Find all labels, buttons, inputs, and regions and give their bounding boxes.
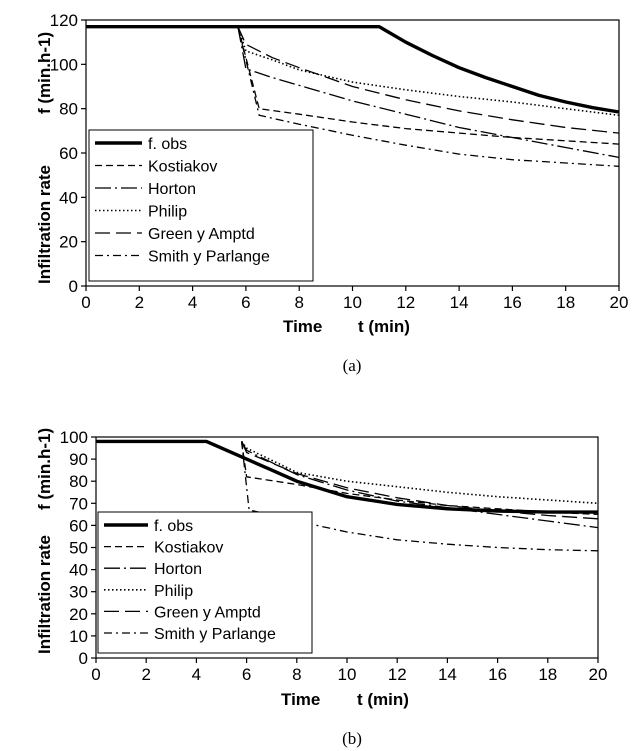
series-line-kostiakov: [237, 26, 620, 145]
chart-panel-a: 0 20 40 60 80 100 120 0 2 4 6 8 10 12 14 16 18 20 Time t…: [35, 11, 628, 375]
x-tick-label: 14: [450, 293, 469, 312]
x-tick-label: 6: [242, 665, 251, 684]
panel-label: (b): [342, 729, 362, 748]
x-tick-label: 20: [589, 665, 608, 684]
legend-box: [97, 511, 313, 654]
legend: f. obs Kostiakov Horton Philip Green y Amptd…: [88, 129, 314, 282]
x-tick-label: 10: [343, 293, 362, 312]
y-tick-label: 0: [69, 277, 78, 296]
series-line-horton: [237, 26, 620, 159]
legend-label: Philip: [154, 583, 193, 600]
x-tick-label: 0: [91, 665, 100, 684]
series-line-horton: [241, 441, 599, 529]
x-tick-label: 2: [141, 665, 150, 684]
x-axis-label-right: t (min): [357, 690, 409, 709]
x-tick-label: 12: [396, 293, 415, 312]
y-tick-label: 80: [59, 100, 78, 119]
x-tick-label: 16: [488, 665, 507, 684]
y-axis-label-right: f (min.h-1): [35, 428, 54, 510]
x-axis-label-right: t (min): [358, 317, 410, 336]
series-layer: [86, 25, 620, 167]
legend-label: f. obs: [154, 518, 193, 535]
series-line-philip: [237, 26, 620, 117]
legend-label: Philip: [148, 204, 187, 221]
series-line-green-y-amptd: [237, 26, 620, 134]
x-tick-label: 8: [292, 665, 301, 684]
y-tick-label: 70: [69, 494, 88, 513]
x-tick-label: 2: [135, 293, 144, 312]
x-tick-label: 16: [503, 293, 522, 312]
x-tick-label: 18: [556, 293, 575, 312]
legend-label: Green y Amptd: [148, 226, 255, 243]
x-tick-label: 8: [294, 293, 303, 312]
x-tick-label: 12: [388, 665, 407, 684]
legend-label: Kostiakov: [148, 159, 217, 176]
y-tick-label: 20: [59, 233, 78, 252]
legend-label: Kostiakov: [154, 540, 223, 557]
series-line-kostiakov: [240, 441, 599, 516]
x-axis-label-left: Time: [281, 690, 320, 709]
series-line-smith-y-parlange: [237, 26, 620, 167]
legend-label: Smith y Parlange: [148, 249, 270, 266]
x-tick-label: 10: [338, 665, 357, 684]
legend-label: Green y Amptd: [154, 604, 261, 621]
x-tick-label: 0: [81, 293, 90, 312]
x-tick-label: 6: [241, 293, 250, 312]
legend-label: f. obs: [148, 136, 187, 153]
y-axis-label-left: Infiltration rate: [35, 165, 54, 284]
x-tick-label: 14: [438, 665, 457, 684]
legend-label: Horton: [148, 181, 196, 198]
y-tick-label: 50: [69, 539, 88, 558]
legend: f. obs Kostiakov Horton Philip Green y Amptd…: [97, 511, 313, 654]
x-axis-label-left: Time: [283, 317, 322, 336]
y-tick-label: 60: [59, 144, 78, 163]
legend-label: Horton: [154, 561, 202, 578]
x-axis-ticks: 0 2 4 6 8 10 12 14 16 18 20: [81, 286, 628, 312]
y-axis-ticks: 0 10 20 30 40 50 60 70 80 90 100: [60, 428, 96, 668]
y-tick-label: 20: [69, 605, 88, 624]
series-line-f-obs: [86, 25, 620, 114]
legend-label: Smith y Parlange: [154, 626, 276, 643]
x-axis-ticks: 0 2 4 6 8 10 12 14 16 18 20: [91, 658, 607, 684]
y-tick-label: 30: [69, 583, 88, 602]
y-tick-label: 100: [50, 55, 78, 74]
y-tick-label: 100: [60, 428, 88, 447]
y-tick-label: 90: [69, 450, 88, 469]
y-tick-label: 10: [69, 627, 88, 646]
x-tick-label: 20: [610, 293, 629, 312]
series-line-philip: [240, 440, 599, 505]
y-tick-label: 80: [69, 472, 88, 491]
y-tick-label: 0: [79, 649, 88, 668]
y-axis-ticks: 0 20 40 60 80 100 120: [50, 11, 86, 296]
y-tick-label: 60: [69, 516, 88, 535]
y-tick-label: 40: [59, 188, 78, 207]
y-tick-label: 40: [69, 561, 88, 580]
series-line-green-y-amptd: [241, 441, 599, 520]
y-axis-label-right: f (min.h-1): [35, 32, 54, 114]
x-tick-label: 4: [188, 293, 197, 312]
x-tick-label: 18: [538, 665, 557, 684]
y-tick-label: 120: [50, 11, 78, 30]
panel-label: (a): [343, 356, 362, 375]
x-tick-label: 4: [192, 665, 201, 684]
y-axis-label-left: Infiltration rate: [35, 535, 54, 654]
